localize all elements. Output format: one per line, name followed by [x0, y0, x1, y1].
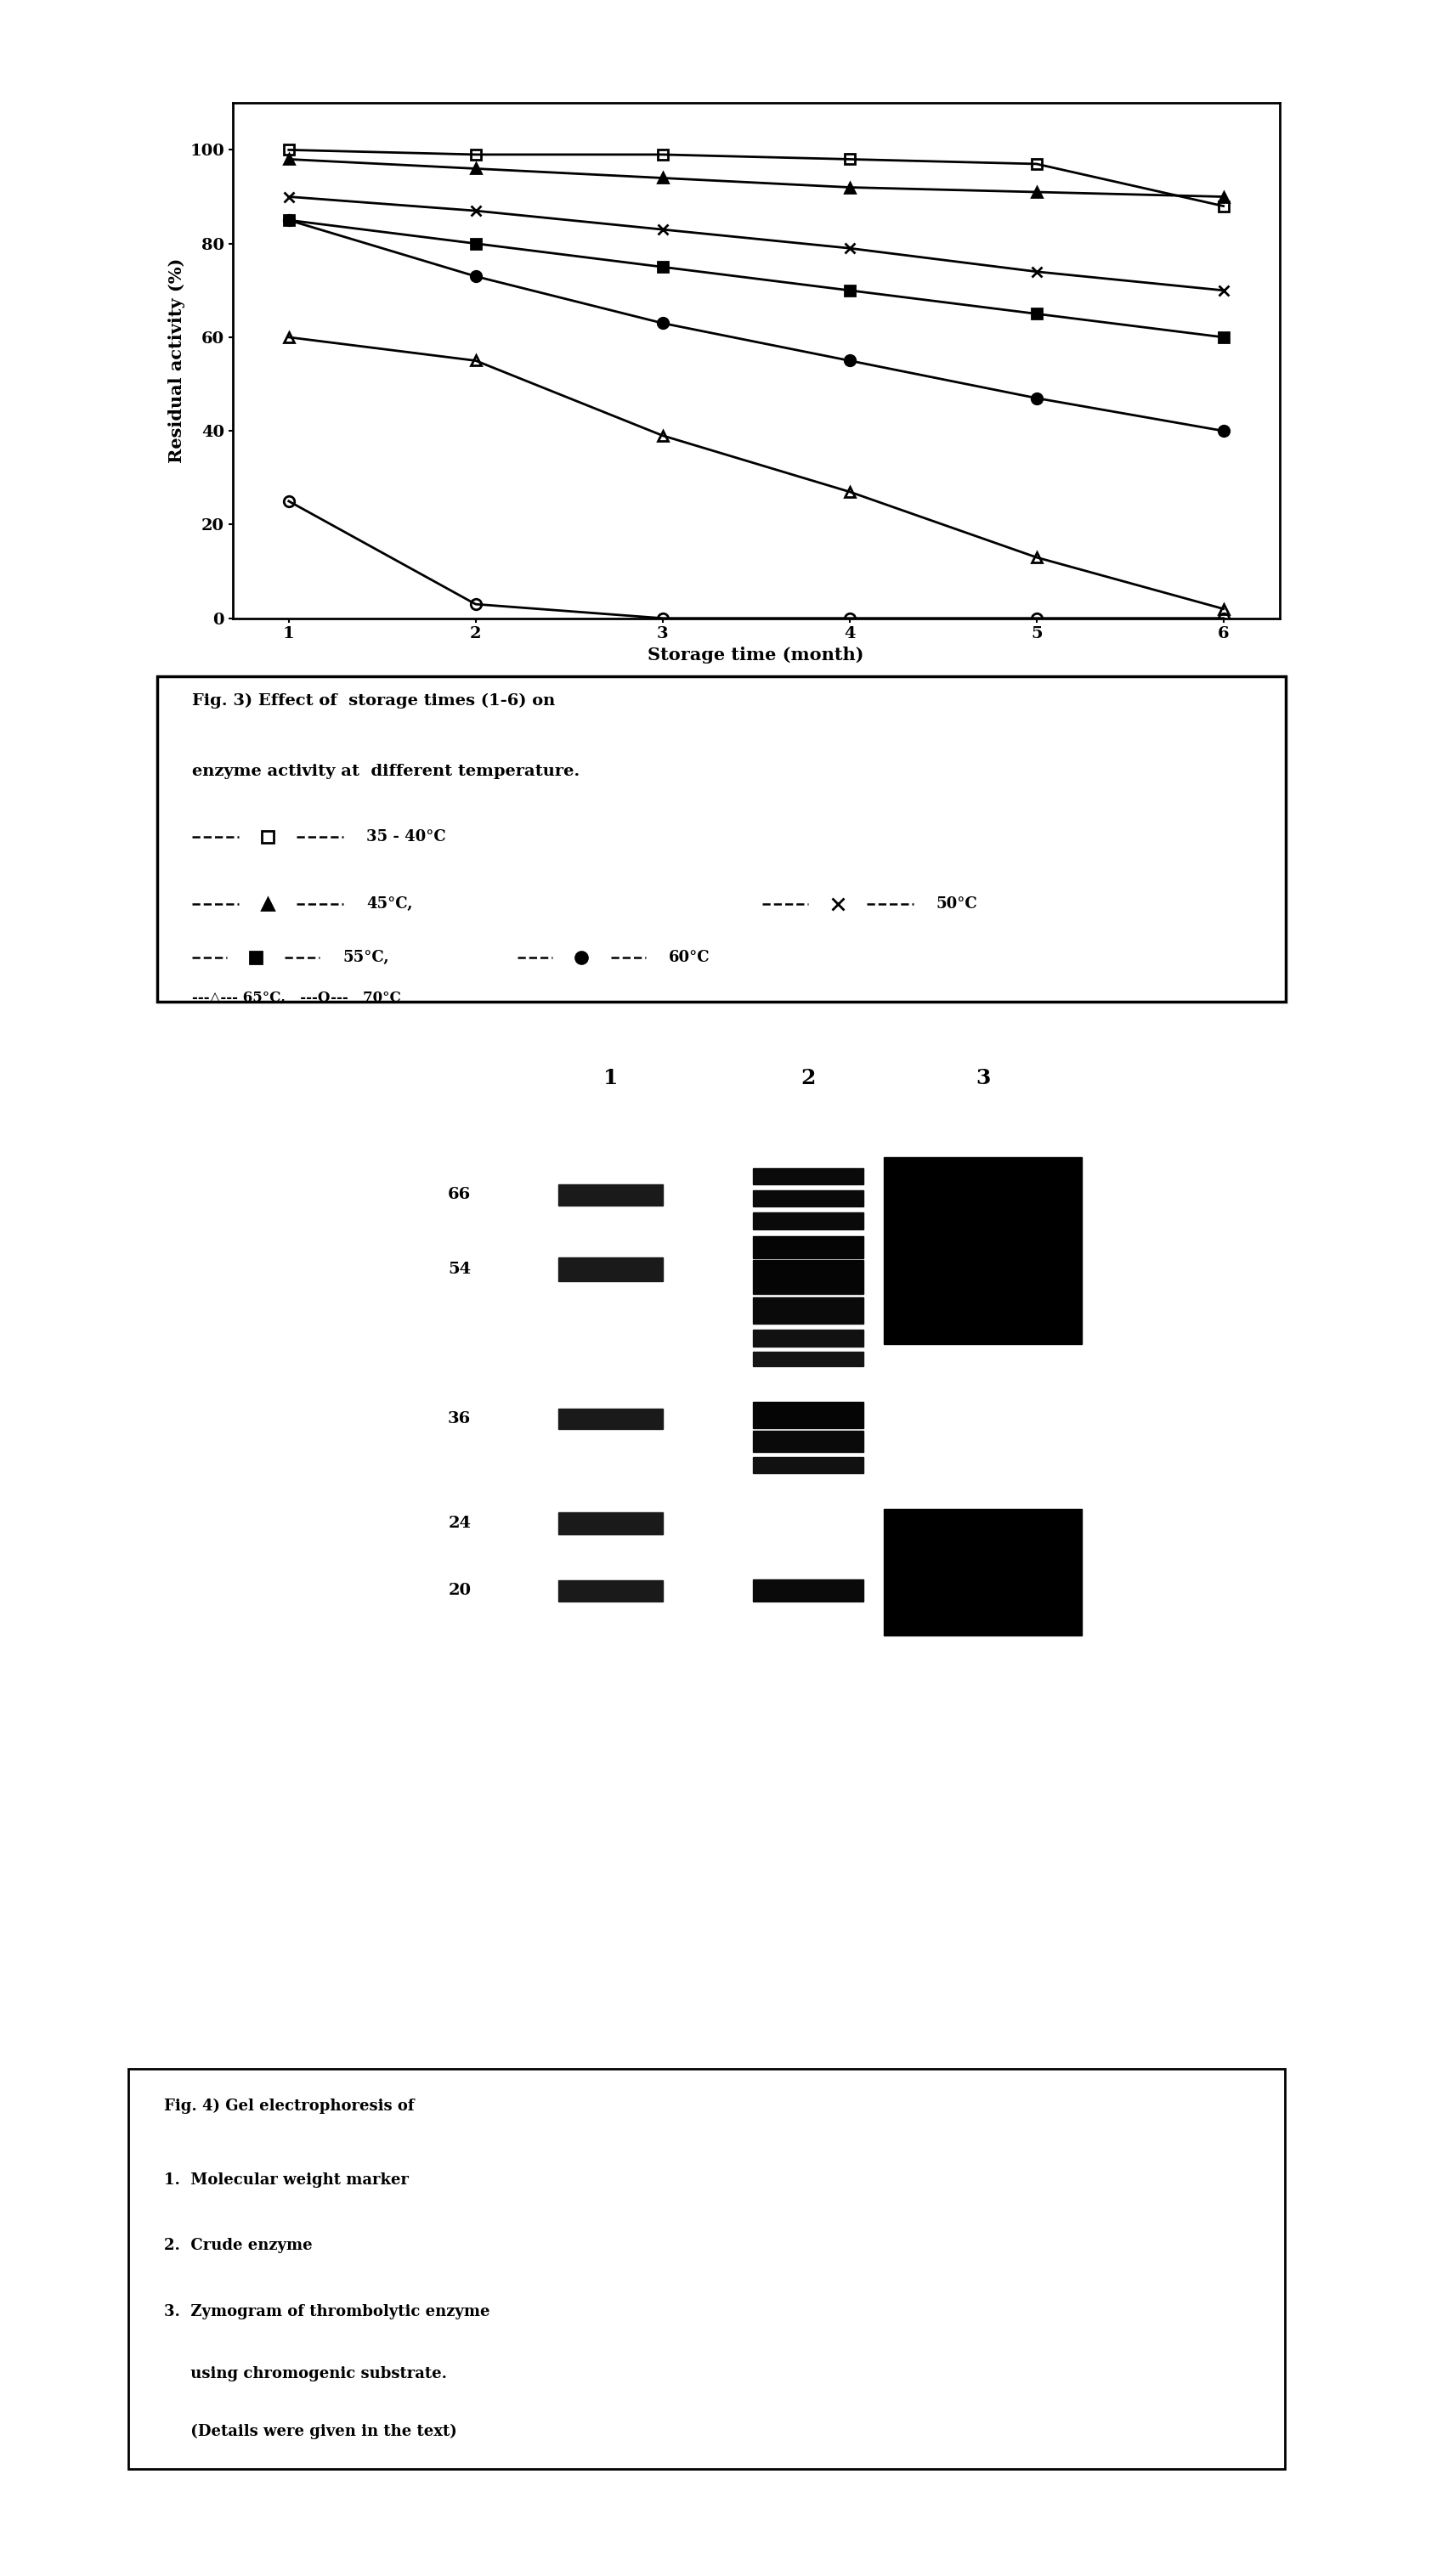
Text: 3: 3: [976, 1066, 990, 1087]
Text: 50°C: 50°C: [936, 896, 977, 912]
Bar: [558, 1409, 663, 1430]
Bar: [753, 1401, 864, 1427]
Bar: [753, 1430, 864, 1453]
Text: 45°C,: 45°C,: [366, 896, 413, 912]
Text: 36: 36: [448, 1412, 471, 1427]
Text: 1: 1: [603, 1066, 618, 1087]
Bar: [753, 1352, 864, 1365]
Y-axis label: Residual activity (%): Residual activity (%): [169, 258, 185, 464]
Text: (Details were given in the text): (Details were given in the text): [164, 2424, 457, 2439]
Text: 35 - 40°C: 35 - 40°C: [366, 829, 446, 845]
Text: 54: 54: [448, 1262, 471, 1278]
Bar: [753, 1298, 864, 1324]
Text: using chromogenic substrate.: using chromogenic substrate.: [164, 2365, 446, 2380]
Bar: [753, 1167, 864, 1185]
Bar: [753, 1236, 864, 1257]
Text: 1.  Molecular weight marker: 1. Molecular weight marker: [164, 2172, 409, 2187]
Text: 3.  Zymogram of thrombolytic enzyme: 3. Zymogram of thrombolytic enzyme: [164, 2303, 490, 2318]
Bar: [753, 1579, 864, 1602]
Text: Fig. 3) Effect of  storage times (1-6) on: Fig. 3) Effect of storage times (1-6) on: [192, 693, 555, 708]
Bar: [558, 1257, 663, 1280]
Text: Fig. 4) Gel electrophoresis of: Fig. 4) Gel electrophoresis of: [164, 2097, 414, 2112]
Bar: [753, 1458, 864, 1473]
Text: ---△--- 65°C,   ---O---   70°C: ---△--- 65°C, ---O--- 70°C: [192, 989, 401, 1005]
Text: 2: 2: [801, 1066, 816, 1087]
Text: 60°C: 60°C: [669, 951, 710, 966]
Text: 24: 24: [448, 1515, 471, 1530]
Text: 55°C,: 55°C,: [343, 951, 390, 966]
X-axis label: Storage time (month): Storage time (month): [648, 647, 864, 665]
Bar: [558, 1185, 663, 1206]
Bar: [558, 1579, 663, 1602]
Bar: [753, 1260, 864, 1293]
Bar: [558, 1512, 663, 1535]
Text: enzyme activity at  different temperature.: enzyme activity at different temperature…: [192, 762, 580, 778]
Bar: [753, 1329, 864, 1347]
Bar: [753, 1213, 864, 1229]
Text: 20: 20: [448, 1584, 471, 1597]
Bar: [884, 1510, 1082, 1636]
Bar: [753, 1190, 864, 1206]
Bar: [884, 1157, 1082, 1345]
Text: 2.  Crude enzyme: 2. Crude enzyme: [164, 2239, 313, 2254]
Text: 66: 66: [448, 1188, 471, 1203]
